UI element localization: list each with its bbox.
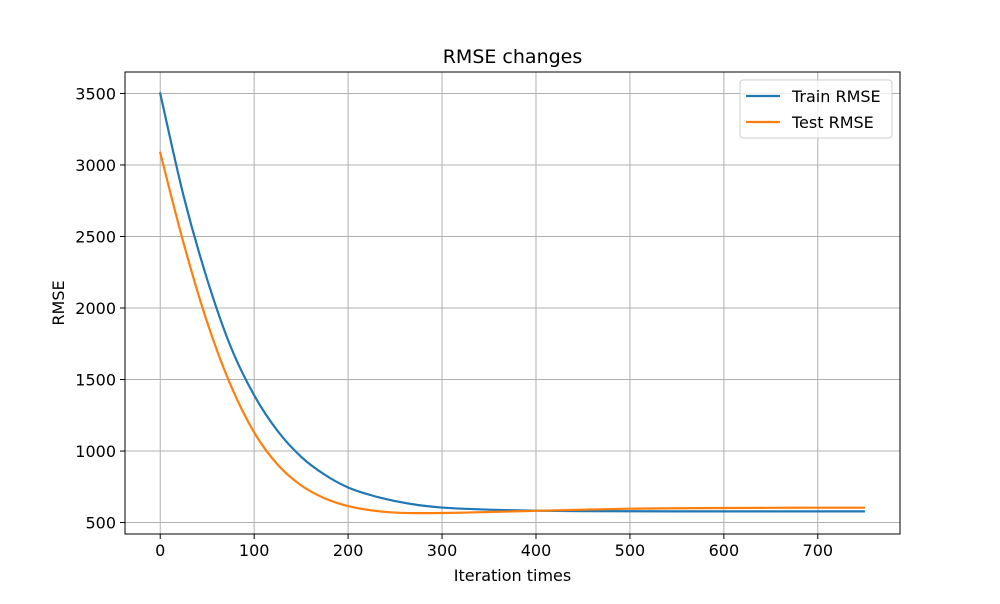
chart-title: RMSE changes	[443, 46, 583, 68]
x-tick-label: 300	[427, 541, 458, 560]
x-axis-title: Iteration times	[454, 566, 571, 585]
x-tick-label: 500	[615, 541, 646, 560]
axis-ticks: 0 100 200 300 400 500 600 700 500 1000 1500 2000 250…	[75, 84, 833, 560]
x-tick-label: 200	[333, 541, 364, 560]
y-tick-label: 1500	[75, 371, 116, 390]
x-tick-label: 600	[709, 541, 740, 560]
x-tick-label: 700	[803, 541, 834, 560]
plot-frame	[124, 71, 901, 535]
grid	[125, 72, 900, 534]
x-tick-label: 100	[239, 541, 270, 560]
legend-label: Test RMSE	[791, 113, 874, 132]
y-tick-label: 2500	[75, 227, 116, 246]
legend: Train RMSE Test RMSE	[739, 79, 893, 139]
series-line-1	[158, 151, 865, 515]
series-lines	[158, 92, 865, 515]
series-line-0	[158, 92, 865, 513]
x-tick-label: 400	[521, 541, 552, 560]
legend-box	[739, 79, 893, 139]
y-tick-label: 3500	[75, 84, 116, 103]
y-tick-label: 500	[85, 514, 116, 533]
y-axis-title: RMSE	[49, 280, 68, 325]
x-tick-label: 0	[155, 541, 165, 560]
y-tick-label: 1000	[75, 442, 116, 461]
y-tick-label: 2000	[75, 299, 116, 318]
legend-label: Train RMSE	[791, 87, 881, 106]
y-tick-label: 3000	[75, 156, 116, 175]
